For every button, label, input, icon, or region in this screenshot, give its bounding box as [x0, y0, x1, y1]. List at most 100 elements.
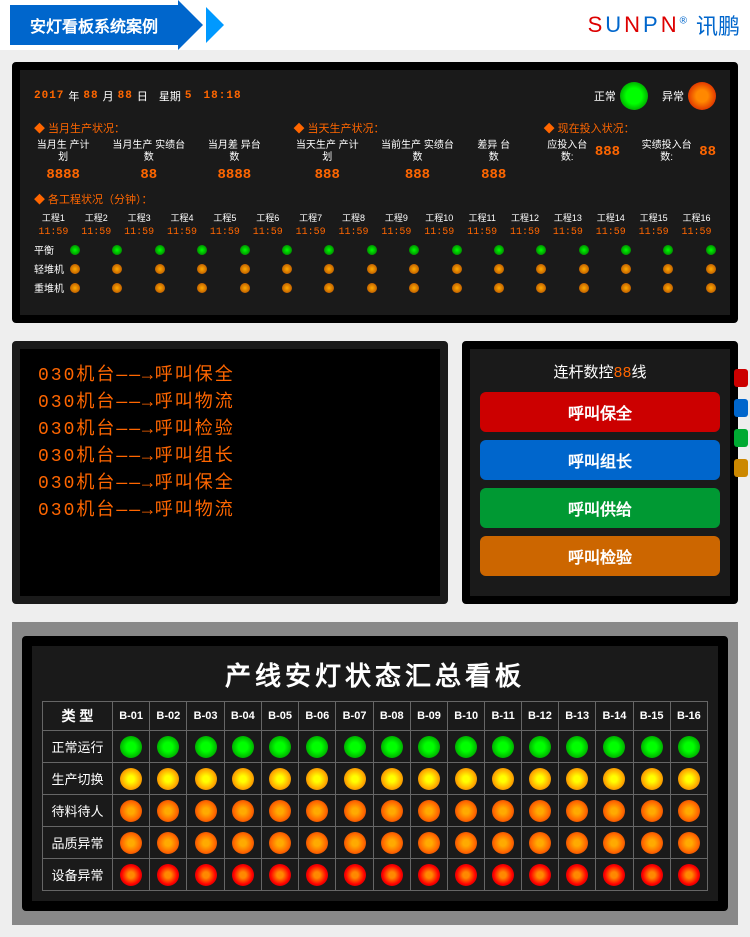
side-light-icon — [734, 399, 748, 417]
status-light-icon — [529, 768, 551, 790]
call-button[interactable]: 呼叫供给 — [480, 488, 720, 528]
table-row: 品质异常 — [43, 827, 708, 859]
status-light-icon — [455, 864, 477, 886]
process-col: 工程911:59 — [377, 211, 416, 238]
status-light-icon — [641, 736, 663, 758]
status-light-icon — [566, 736, 588, 758]
status-light-icon — [409, 264, 419, 274]
row-label: 生产切换 — [43, 763, 113, 795]
table-row: 生产切换 — [43, 763, 708, 795]
process-col: 工程711:59 — [291, 211, 330, 238]
status-col: 应投入台数:888 — [544, 140, 620, 164]
status-light-icon — [70, 264, 80, 274]
status-light-icon — [157, 736, 179, 758]
status-light-icon — [120, 800, 142, 822]
production-status-board: 2017年 88月 88日 星期 5 18:18 正常 异常 ◆ 当月生产状况：… — [12, 62, 738, 323]
process-col: 工程1211:59 — [506, 211, 545, 238]
status-light-icon — [240, 245, 250, 255]
process-col: 工程1311:59 — [549, 211, 588, 238]
status-light-icon — [269, 864, 291, 886]
status-light-icon — [641, 832, 663, 854]
status-col: 当月差 异台数8888 — [205, 140, 263, 183]
status-light-icon — [195, 736, 217, 758]
col-header: B-16 — [670, 702, 707, 731]
process-col: 工程1511:59 — [634, 211, 673, 238]
status-light-icon — [157, 832, 179, 854]
status-light-icon — [269, 768, 291, 790]
row-label: 品质异常 — [43, 827, 113, 859]
status-light-icon — [706, 283, 716, 293]
col-header: B-04 — [224, 702, 261, 731]
status-light-icon — [455, 800, 477, 822]
status-light-icon — [70, 283, 80, 293]
status-light-icon — [232, 832, 254, 854]
status-light-icon — [663, 264, 673, 274]
side-light-icon — [734, 459, 748, 477]
section-header: ◆ 现在投入状况： — [544, 120, 716, 136]
row-label: 待料待人 — [43, 795, 113, 827]
status-light-icon — [381, 864, 403, 886]
status-light-icon — [603, 768, 625, 790]
status-light-icon — [566, 864, 588, 886]
status-light-icon — [455, 768, 477, 790]
status-light-icon — [529, 864, 551, 886]
month-value: 88 — [83, 90, 98, 102]
col-header: B-13 — [559, 702, 596, 731]
status-light-icon — [418, 768, 440, 790]
status-light-icon — [112, 245, 122, 255]
status-col: 实绩投入台数:88 — [638, 140, 716, 164]
status-light-icon — [678, 832, 700, 854]
call-button[interactable]: 呼叫组长 — [480, 440, 720, 480]
brand-cn: 讯鹏 — [696, 9, 740, 41]
side-light-icon — [734, 369, 748, 387]
status-light-icon — [240, 283, 250, 293]
call-button[interactable]: 呼叫保全 — [480, 392, 720, 432]
status-light-icon — [536, 283, 546, 293]
status-light-icon — [155, 245, 165, 255]
status-light-icon — [603, 736, 625, 758]
status-light-icon — [492, 832, 514, 854]
brand-en: SUNPN® — [588, 12, 690, 38]
summary-title: 产线安灯状态汇总看板 — [42, 656, 708, 693]
panel3-title: 连杆数控88线 — [480, 361, 720, 382]
status-light-icon — [197, 245, 207, 255]
status-light-icon — [232, 864, 254, 886]
row-label: 设备异常 — [43, 859, 113, 891]
status-light-icon — [324, 245, 334, 255]
day-value: 88 — [118, 90, 133, 102]
status-light-icon — [452, 283, 462, 293]
status-light-icon — [579, 283, 589, 293]
process-col: 工程111:59 — [34, 211, 73, 238]
status-light-icon — [157, 768, 179, 790]
status-light-icon — [529, 736, 551, 758]
status-light-icon — [70, 245, 80, 255]
call-button[interactable]: 呼叫检验 — [480, 536, 720, 576]
status-light-icon — [282, 245, 292, 255]
status-light-icon — [663, 245, 673, 255]
status-light-icon — [455, 832, 477, 854]
status-col: 当月生 产计划8888 — [34, 140, 92, 183]
status-light-icon — [494, 283, 504, 293]
process-header: ◆ 各工程状况（分钟）： — [34, 191, 716, 207]
status-light-icon — [120, 832, 142, 854]
weekday-value: 5 — [185, 90, 193, 102]
status-light-icon — [367, 283, 377, 293]
abnormal-label: 异常 — [662, 88, 684, 104]
status-light-icon — [306, 800, 328, 822]
process-col: 工程1011:59 — [420, 211, 459, 238]
status-light-icon — [492, 768, 514, 790]
section-header: ◆ 当天生产状况： — [293, 120, 513, 136]
status-light-icon — [269, 832, 291, 854]
status-light-icon — [195, 800, 217, 822]
header-arrow-icon — [178, 0, 203, 50]
header-title: 安灯看板系统案例 — [10, 5, 178, 45]
status-light-icon — [120, 864, 142, 886]
process-col: 工程1111:59 — [463, 211, 502, 238]
status-light-icon — [157, 800, 179, 822]
col-header: B-11 — [485, 702, 521, 731]
status-light-icon — [663, 283, 673, 293]
status-light-icon — [232, 736, 254, 758]
status-light-icon — [240, 264, 250, 274]
andon-summary-wrap: 产线安灯状态汇总看板 类 型B-01B-02B-03B-04B-05B-06B-… — [12, 622, 738, 925]
status-light-icon — [678, 768, 700, 790]
